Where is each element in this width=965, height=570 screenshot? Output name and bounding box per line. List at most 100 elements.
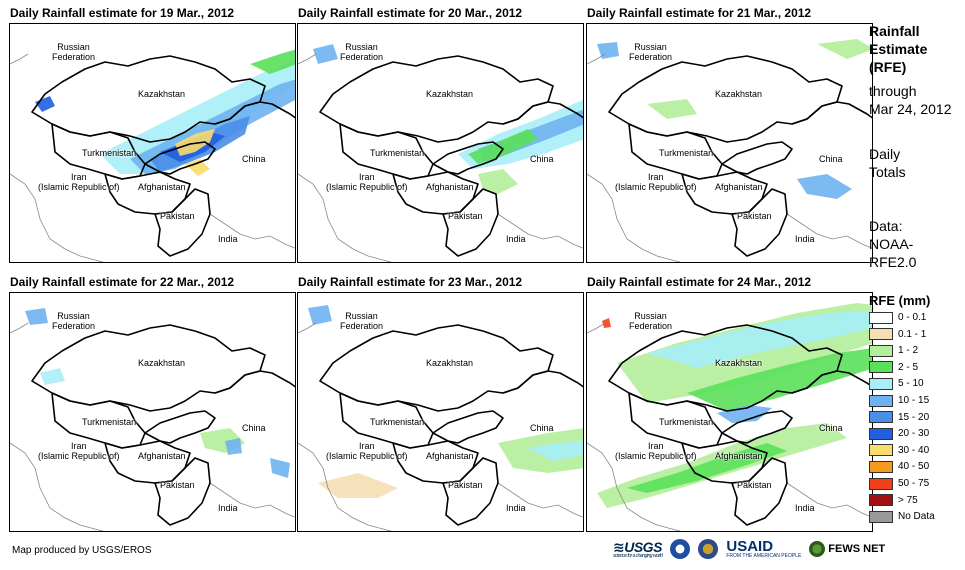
map-label-china: China <box>819 423 843 433</box>
coastline <box>298 322 317 334</box>
legend-label: 0 - 0.1 <box>898 312 927 323</box>
map-panel-2: Russian Federation Kazakhstan Turkmenistan… <box>297 23 584 263</box>
legend-label: 1 - 2 <box>898 345 919 357</box>
legend-swatch <box>869 460 893 473</box>
legend-label: 15 - 20 <box>898 411 930 423</box>
country-border <box>442 188 499 257</box>
country-border <box>791 101 872 125</box>
map-label-pakistan: Pakistan <box>737 480 772 490</box>
coastline <box>209 213 295 249</box>
legend-swatch <box>869 328 893 341</box>
country-border <box>144 141 216 175</box>
legend-label: 30 - 40 <box>898 444 930 456</box>
country-border <box>339 392 434 449</box>
legend-swatch <box>869 494 893 507</box>
country-border <box>731 188 788 257</box>
legend-item: 0.1 - 1 <box>869 327 926 342</box>
legend-swatch <box>869 477 893 490</box>
coastline <box>10 53 29 65</box>
map-label-india: India <box>218 234 238 244</box>
rainfall-area <box>318 473 398 498</box>
map-label-russia: Russian Federation <box>629 42 673 62</box>
legend-label: 2 - 5 <box>898 361 919 373</box>
dos-seal-icon <box>698 538 719 559</box>
rainfall-area <box>647 311 872 368</box>
map-label-kazakhstan: Kazakhstan <box>426 89 474 99</box>
country-border <box>442 457 499 526</box>
sidebar-period: Daily Totals <box>869 146 906 180</box>
panel-title-6: Daily Rainfall estimate for 24 Mar., 201… <box>587 275 812 289</box>
legend-item: 50 - 75 <box>869 476 929 491</box>
noaa-logo-icon <box>670 538 691 559</box>
map-label-china: China <box>819 154 843 164</box>
legend-item: No Data <box>869 509 935 524</box>
country-border <box>432 410 504 444</box>
rainfall-area <box>528 441 583 461</box>
country-border <box>608 55 843 143</box>
rainfall-map-svg <box>10 308 295 531</box>
map-label-turkmenistan: Turkmenistan <box>659 148 714 158</box>
legend-label: 10 - 15 <box>898 395 930 406</box>
map-label-turkmenistan: Turkmenistan <box>659 417 714 427</box>
map-label-pakistan: Pakistan <box>160 211 195 221</box>
legend-label: > 75 <box>898 494 918 506</box>
rainfall-area <box>602 318 611 328</box>
map-label-china: China <box>242 423 266 433</box>
legend-swatch <box>869 344 893 357</box>
map-label-afghanistan: Afghanistan <box>426 182 474 192</box>
sidebar-title: Rainfall Estimate (RFE) <box>869 23 928 75</box>
legend-swatch <box>869 427 893 440</box>
country-border <box>31 324 266 412</box>
legend-swatch <box>869 510 893 523</box>
legend-label: 5 - 10 <box>898 378 924 390</box>
legend-swatch <box>869 377 893 390</box>
country-border <box>721 410 793 444</box>
legend-item: 0 - 0.1 <box>869 310 926 325</box>
rainfall-area <box>717 405 772 423</box>
map-label-afghanistan: Afghanistan <box>715 182 763 192</box>
coastline <box>497 482 583 518</box>
rainfall-area <box>225 438 242 455</box>
map-label-pakistan: Pakistan <box>448 211 483 221</box>
country-border <box>502 101 583 125</box>
country-border <box>502 370 583 394</box>
rainfall-area <box>817 39 872 59</box>
country-border <box>51 392 146 449</box>
rainfall-area <box>270 458 290 478</box>
legend-item: 1 - 2 <box>869 343 918 358</box>
rainfall-map-svg <box>298 44 583 262</box>
legend-label: 0.1 - 1 <box>898 328 927 340</box>
legend-label: No Data <box>898 511 935 523</box>
sidebar-data-source: NOAA-RFE2.0 <box>869 236 917 270</box>
sidebar-through-label: through <box>869 83 917 99</box>
country-border <box>144 410 216 444</box>
legend-item: 40 - 50 <box>869 459 929 474</box>
coastline <box>298 442 393 531</box>
coastline <box>298 173 393 262</box>
map-label-china: China <box>530 423 554 433</box>
legend-label: 20 - 30 <box>898 428 930 440</box>
coastline <box>587 173 682 262</box>
map-label-india: India <box>218 503 238 513</box>
map-label-russia: Russian Federation <box>52 311 96 331</box>
legend-item: > 75 <box>869 493 918 508</box>
country-border <box>731 457 788 526</box>
map-label-india: India <box>506 503 526 513</box>
map-label-pakistan: Pakistan <box>737 211 772 221</box>
country-border <box>319 324 554 412</box>
legend-item: 30 - 40 <box>869 443 929 458</box>
map-label-russia: Russian Federation <box>340 311 384 331</box>
map-label-turkmenistan: Turkmenistan <box>370 417 425 427</box>
map-label-pakistan: Pakistan <box>160 480 195 490</box>
map-panel-3: Russian Federation Kazakhstan Turkmenistan… <box>586 23 873 263</box>
map-label-kazakhstan: Kazakhstan <box>715 89 763 99</box>
legend-swatch <box>869 411 893 424</box>
map-label-iran: Iran (Islamic Republic of) <box>38 172 120 192</box>
rainfall-map-svg <box>587 303 872 531</box>
rainfall-area <box>175 129 215 156</box>
globe-icon <box>809 540 826 557</box>
logo-bar: ≋USGS science for a changing world USAID F… <box>613 538 885 559</box>
map-label-kazakhstan: Kazakhstan <box>715 358 763 368</box>
map-label-afghanistan: Afghanistan <box>138 182 186 192</box>
map-label-afghanistan: Afghanistan <box>138 451 186 461</box>
